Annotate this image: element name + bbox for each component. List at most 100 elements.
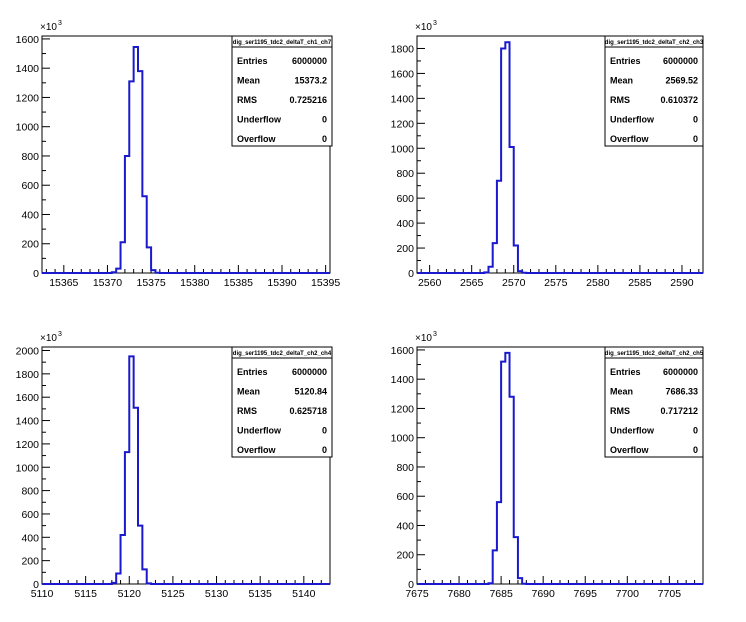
- stats-row-label: Entries: [610, 56, 641, 66]
- stats-box: dig_ser1195_tdc2_deltaT_ch2_ch4 Entries 60…: [231, 346, 333, 458]
- x-tick-label: 2565: [460, 277, 484, 289]
- stats-row-label: Mean: [237, 76, 260, 86]
- y-tick-label: 1000: [391, 433, 415, 445]
- stats-box-border: [604, 346, 704, 458]
- stats-row-value: 0: [693, 445, 698, 455]
- histogram-bin: [518, 271, 522, 273]
- stats-title: dig_ser1195_tdc2_deltaT_ch2_ch4: [233, 351, 332, 357]
- stats-title: dig_ser1195_tdc2_deltaT_ch2_ch3: [605, 40, 704, 46]
- x-tick-label: 5110: [31, 588, 54, 600]
- histogram-bin: [121, 535, 125, 584]
- histogram-bin: [489, 583, 493, 584]
- y-tick-label: 400: [396, 520, 414, 532]
- histogram-bin: [514, 537, 518, 584]
- y-tick-label: 400: [21, 532, 39, 544]
- exponent-power: 3: [58, 20, 62, 27]
- y-tick-label: 1200: [391, 118, 415, 130]
- histogram-panel-2: 0 200 400 600 800 1000 1200 1400 1600 1800 2560 256…: [391, 20, 704, 289]
- y-tick-label: 1400: [16, 416, 40, 428]
- stats-row-value: 0: [322, 426, 327, 436]
- histogram-bin: [501, 362, 505, 584]
- stats-row-label: Overflow: [237, 445, 277, 455]
- stats-row-label: RMS: [610, 406, 630, 416]
- stats-row-label: Entries: [610, 367, 641, 377]
- stats-box: dig_ser1195_tdc2_deltaT_ch2_ch3 Entries 60…: [604, 35, 704, 147]
- histogram-bin: [147, 247, 151, 273]
- histogram-bin: [514, 246, 518, 273]
- stats-row-value: 7686.33: [665, 387, 698, 397]
- stats-row-label: Underflow: [237, 426, 282, 436]
- histogram-bin: [112, 583, 116, 584]
- stats-row-label: RMS: [237, 406, 257, 416]
- histogram-bin: [505, 42, 509, 273]
- y-tick-label: 1600: [16, 34, 40, 46]
- y-exponent-label: ×10 3: [415, 20, 437, 33]
- y-tick-label: 800: [21, 151, 39, 163]
- stats-box: dig_ser1195_tdc2_deltaT_ch2_ch5 Entries 60…: [604, 346, 704, 458]
- exponent-base: ×10: [415, 22, 432, 33]
- y-tick-label: 1800: [391, 43, 415, 55]
- histogram-bin: [505, 353, 509, 584]
- stats-box-border: [231, 346, 333, 458]
- x-tick-label: 7675: [405, 588, 429, 600]
- histogram-bin: [501, 48, 505, 273]
- y-tick-label: 1400: [16, 63, 40, 75]
- x-tick-label: 5115: [74, 588, 97, 600]
- x-tick-label: 2560: [418, 277, 442, 289]
- stats-row-label: Overflow: [237, 134, 277, 144]
- x-tick-label: 5140: [292, 588, 316, 600]
- x-tick-label: 5130: [205, 588, 229, 600]
- histogram-bin: [484, 272, 488, 273]
- histogram-outline: [417, 351, 703, 585]
- x-tick-label: 2580: [586, 277, 610, 289]
- stats-row-label: Entries: [237, 56, 268, 66]
- histogram-bin: [125, 156, 129, 273]
- histogram-bin: [489, 267, 493, 273]
- histogram-bin: [116, 573, 120, 584]
- histogram-bin: [497, 181, 501, 273]
- histogram-bin: [116, 269, 120, 273]
- x-tick-label: 7690: [531, 588, 555, 600]
- histogram-panel-4: 0 200 400 600 800 1000 1200 1400 1600 7675 7680 768…: [391, 331, 704, 600]
- stats-row-value: 0.725216: [289, 95, 327, 105]
- x-tick-label: 5125: [161, 588, 185, 600]
- y-tick-label: 0: [408, 579, 414, 591]
- x-tick-label: 7680: [447, 588, 471, 600]
- exponent-base: ×10: [40, 333, 57, 344]
- stats-row-value: 0.625718: [289, 406, 327, 416]
- x-tick-label: 7695: [574, 588, 598, 600]
- histogram-outline: [42, 45, 330, 274]
- y-tick-label: 1000: [391, 143, 415, 155]
- histogram-bin: [142, 196, 146, 273]
- stats-row-value: 0: [322, 115, 327, 125]
- y-tick-label: 200: [396, 550, 414, 562]
- x-tick-label: 15375: [136, 277, 165, 289]
- y-tick-label: 1200: [16, 92, 40, 104]
- stats-box-border: [604, 35, 704, 147]
- y-exponent-label: ×10 3: [40, 20, 62, 33]
- x-tick-label: 15385: [224, 277, 253, 289]
- x-tick-label: 15365: [49, 277, 78, 289]
- stats-row-value: 15373.2: [294, 76, 327, 86]
- stats-row-value: 0: [693, 115, 698, 125]
- y-tick-label: 0: [33, 579, 39, 591]
- x-tick-label: 5135: [249, 588, 273, 600]
- stats-row-value: 0.717212: [660, 406, 698, 416]
- y-tick-label: 200: [396, 243, 414, 255]
- histogram-bin: [125, 452, 129, 584]
- stats-row-value: 6000000: [292, 367, 327, 377]
- stats-row-value: 0: [322, 445, 327, 455]
- y-tick-label: 1200: [16, 439, 40, 451]
- y-tick-label: 600: [21, 180, 39, 192]
- stats-row-label: Mean: [610, 387, 633, 397]
- x-tick-label: 15380: [180, 277, 209, 289]
- y-tick-label: 1800: [16, 369, 40, 381]
- y-tick-label: 800: [396, 168, 414, 180]
- stats-box-border: [231, 35, 333, 147]
- x-tick-label: 7685: [489, 588, 513, 600]
- y-tick-label: 0: [408, 268, 414, 280]
- y-tick-label: 1000: [16, 462, 40, 474]
- histogram-bin: [142, 569, 146, 584]
- y-tick-label: 400: [21, 209, 39, 221]
